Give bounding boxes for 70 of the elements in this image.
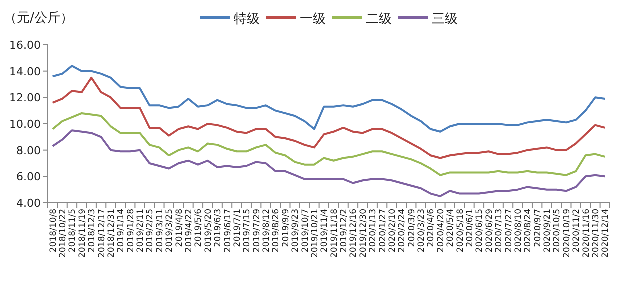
x-tick-label: 2019/7/15	[242, 209, 253, 253]
x-tick-label: 2019/11/18	[330, 209, 340, 258]
x-tick-label: 2020/9/7	[533, 209, 544, 248]
y-axis-title: （元/公斤）	[4, 11, 74, 26]
x-tick-label: 2020/1/27	[378, 209, 388, 253]
x-tick-label: 2020/2/24	[398, 209, 408, 253]
x-tick-label: 2019/1/28	[126, 209, 136, 253]
x-tick-label: 2020/9/21	[543, 209, 554, 253]
x-tick-label: 2020/8/10	[514, 209, 524, 253]
x-tick-label: 2019/6/3	[214, 209, 224, 248]
y-tick-label: 12.00	[10, 92, 41, 105]
x-tick-label: 2018/11/19	[78, 209, 88, 258]
x-tick-label: 2020/3/23	[417, 209, 428, 253]
x-tick-label: 2019/5/6	[194, 209, 204, 248]
x-tick-label: 2019/12/16	[349, 209, 360, 258]
y-tick-label: 14.00	[10, 65, 41, 78]
x-tick-label: 2019/4/8	[174, 209, 185, 248]
x-tick-label: 2019/2/11	[136, 209, 146, 253]
x-tick-label: 2020/1/13	[368, 209, 379, 253]
x-tick-label: 2019/6/17	[223, 209, 234, 253]
x-tick-label: 2019/12/2	[340, 209, 350, 253]
x-tick-label: 2020/4/20	[436, 209, 446, 253]
x-tick-label: 2020/5/18	[456, 209, 466, 253]
x-tick-label: 2019/10/21	[310, 209, 320, 258]
x-tick-label: 2020/2/10	[388, 209, 398, 253]
x-tick-label: 2020/10/5	[552, 209, 563, 253]
legend-label: 二级	[366, 12, 392, 27]
x-tick-label: 2019/2/25	[146, 209, 156, 253]
legend-label: 三级	[432, 12, 458, 27]
x-tick-label: 2020/8/24	[524, 209, 534, 253]
x-tick-label: 2019/12/30	[358, 209, 369, 258]
x-tick-label: 2020/11/16	[582, 209, 592, 258]
x-tick-label: 2018/10/8	[48, 209, 59, 253]
x-tick-label: 2019/3/11	[155, 209, 166, 253]
x-tick-label: 2020/6/1	[466, 209, 476, 248]
x-tick-label: 2018/10/22	[58, 209, 69, 258]
x-tick-label: 2018/11/5	[68, 209, 78, 253]
x-tick-label: 2019/7/29	[252, 209, 262, 253]
x-tick-label: 2019/10/7	[300, 209, 311, 253]
x-tick-label: 2020/6/29	[484, 209, 495, 253]
y-tick-label: 8.00	[16, 144, 41, 158]
legend-label: 特级	[234, 12, 260, 27]
x-tick-label: 2018/12/3	[88, 209, 98, 253]
x-tick-label: 2019/9/9	[281, 209, 292, 248]
x-tick-label: 2020/7/13	[494, 209, 505, 253]
x-tick-label: 2020/11/2	[572, 209, 582, 253]
x-tick-label: 2019/7/1	[232, 209, 243, 248]
x-tick-label: 2018/12/17	[97, 209, 108, 258]
y-tick-label: 10.00	[10, 118, 41, 131]
x-tick-label: 2019/5/20	[204, 209, 214, 253]
y-tick-label: 16.00	[10, 39, 41, 52]
legend-label: 一级	[300, 12, 326, 27]
x-tick-label: 2019/3/25	[165, 209, 176, 253]
x-tick-label: 2019/11/4	[320, 209, 330, 253]
y-tick-label: 6.00	[16, 170, 41, 184]
x-tick-label: 2019/9/23	[291, 209, 302, 253]
x-tick-label: 2020/4/6	[426, 209, 437, 248]
x-tick-label: 2019/1/14	[116, 209, 127, 253]
x-tick-label: 2019/4/22	[184, 209, 194, 253]
x-tick-label: 2020/3/9	[407, 209, 418, 248]
y-tick-label: 4.00	[16, 197, 41, 210]
x-tick-label: 2020/5/4	[446, 209, 456, 248]
x-tick-label: 2018/12/31	[106, 209, 117, 258]
x-tick-label: 2020/7/27	[504, 209, 514, 253]
x-tick-label: 2020/12/14	[601, 209, 612, 258]
x-tick-label: 2020/10/19	[562, 209, 572, 258]
x-tick-label: 2019/8/12	[262, 209, 272, 253]
x-tick-label: 2020/11/30	[591, 209, 602, 258]
x-tick-label: 2019/8/26	[272, 209, 282, 253]
x-tick-label: 2020/6/15	[475, 209, 486, 253]
